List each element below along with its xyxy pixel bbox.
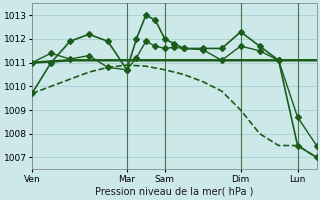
X-axis label: Pression niveau de la mer( hPa ): Pression niveau de la mer( hPa ) (95, 187, 253, 197)
